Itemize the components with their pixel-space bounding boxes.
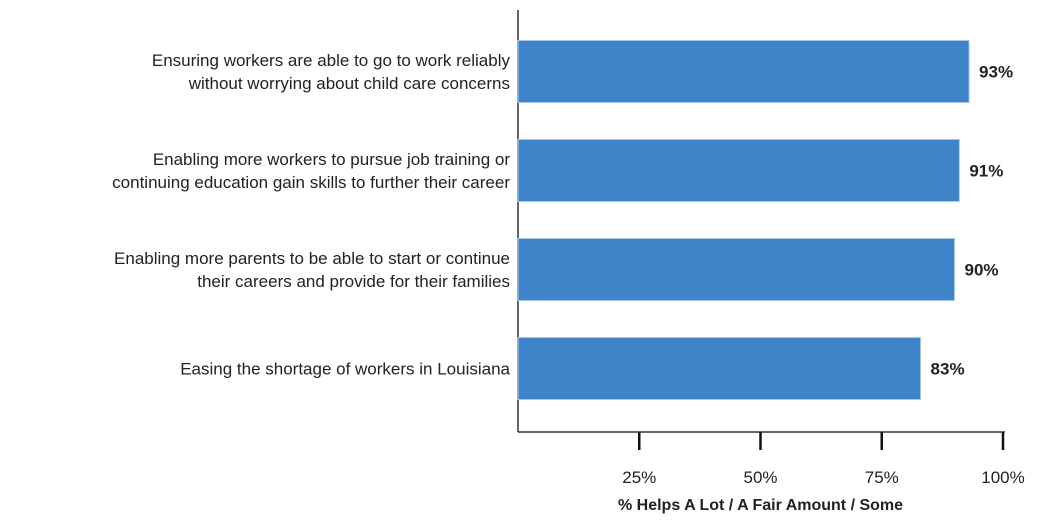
category-label: Enabling more workers to pursue job trai… — [112, 149, 510, 192]
value-label: 93% — [979, 62, 1014, 81]
value-label: 90% — [964, 260, 999, 279]
bar — [517, 139, 960, 202]
value-label: 83% — [930, 359, 965, 378]
bar — [517, 238, 955, 301]
x-tick-label: 100% — [981, 468, 1025, 487]
bar — [517, 40, 970, 103]
category-label: Easing the shortage of workers in Louisi… — [180, 359, 510, 378]
x-tick-label: 50% — [743, 468, 778, 487]
value-label: 91% — [969, 161, 1004, 180]
x-tick-label: 75% — [864, 468, 899, 487]
x-axis-title: % Helps A Lot / A Fair Amount / Some — [617, 497, 904, 514]
category-label: Ensuring workers are able to go to work … — [151, 50, 510, 93]
category-label: Enabling more parents to be able to star… — [114, 248, 510, 291]
x-tick-label: 25% — [622, 468, 657, 487]
bar — [517, 337, 922, 400]
